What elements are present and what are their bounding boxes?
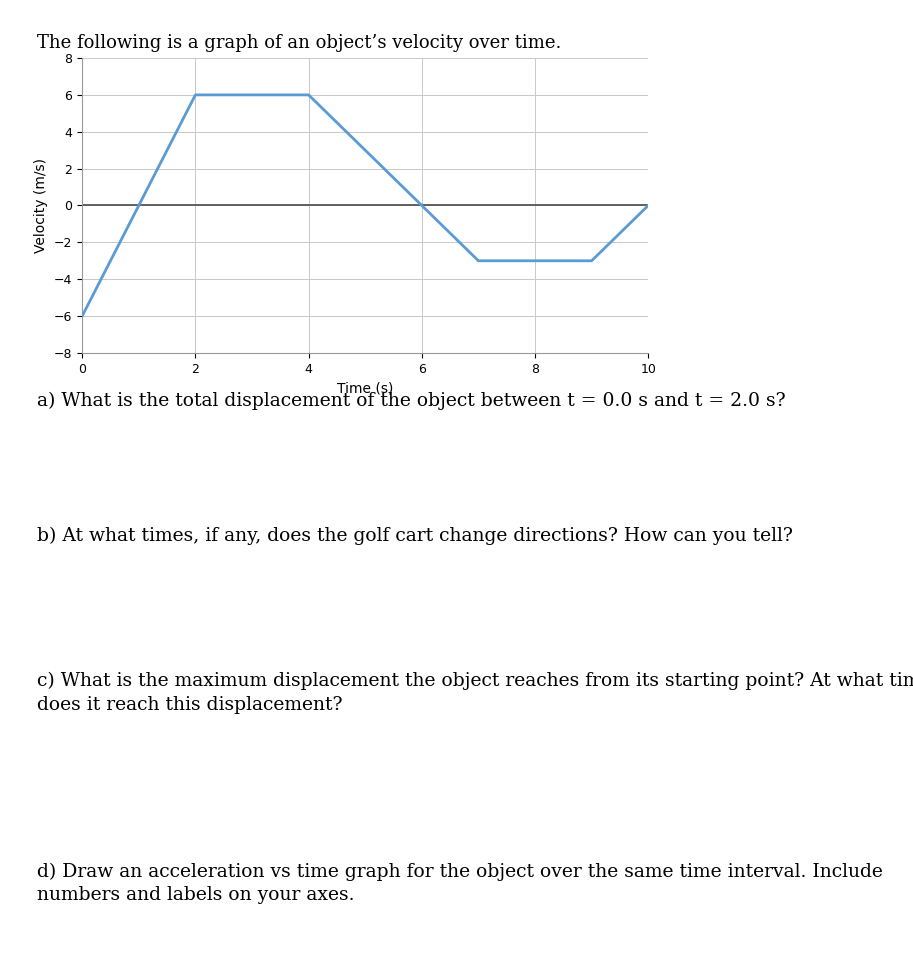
Text: a) What is the total displacement of the object between t = 0.0 s and t = 2.0 s?: a) What is the total displacement of the… (37, 392, 785, 410)
Text: d) Draw an acceleration vs time graph for the object over the same time interval: d) Draw an acceleration vs time graph fo… (37, 863, 882, 904)
Text: c) What is the maximum displacement the object reaches from its starting point? : c) What is the maximum displacement the … (37, 672, 913, 714)
X-axis label: Time (s): Time (s) (337, 381, 394, 396)
Text: The following is a graph of an object’s velocity over time.: The following is a graph of an object’s … (37, 34, 561, 52)
Text: b) At what times, if any, does the golf cart change directions? How can you tell: b) At what times, if any, does the golf … (37, 527, 792, 545)
Y-axis label: Velocity (m/s): Velocity (m/s) (35, 158, 48, 253)
